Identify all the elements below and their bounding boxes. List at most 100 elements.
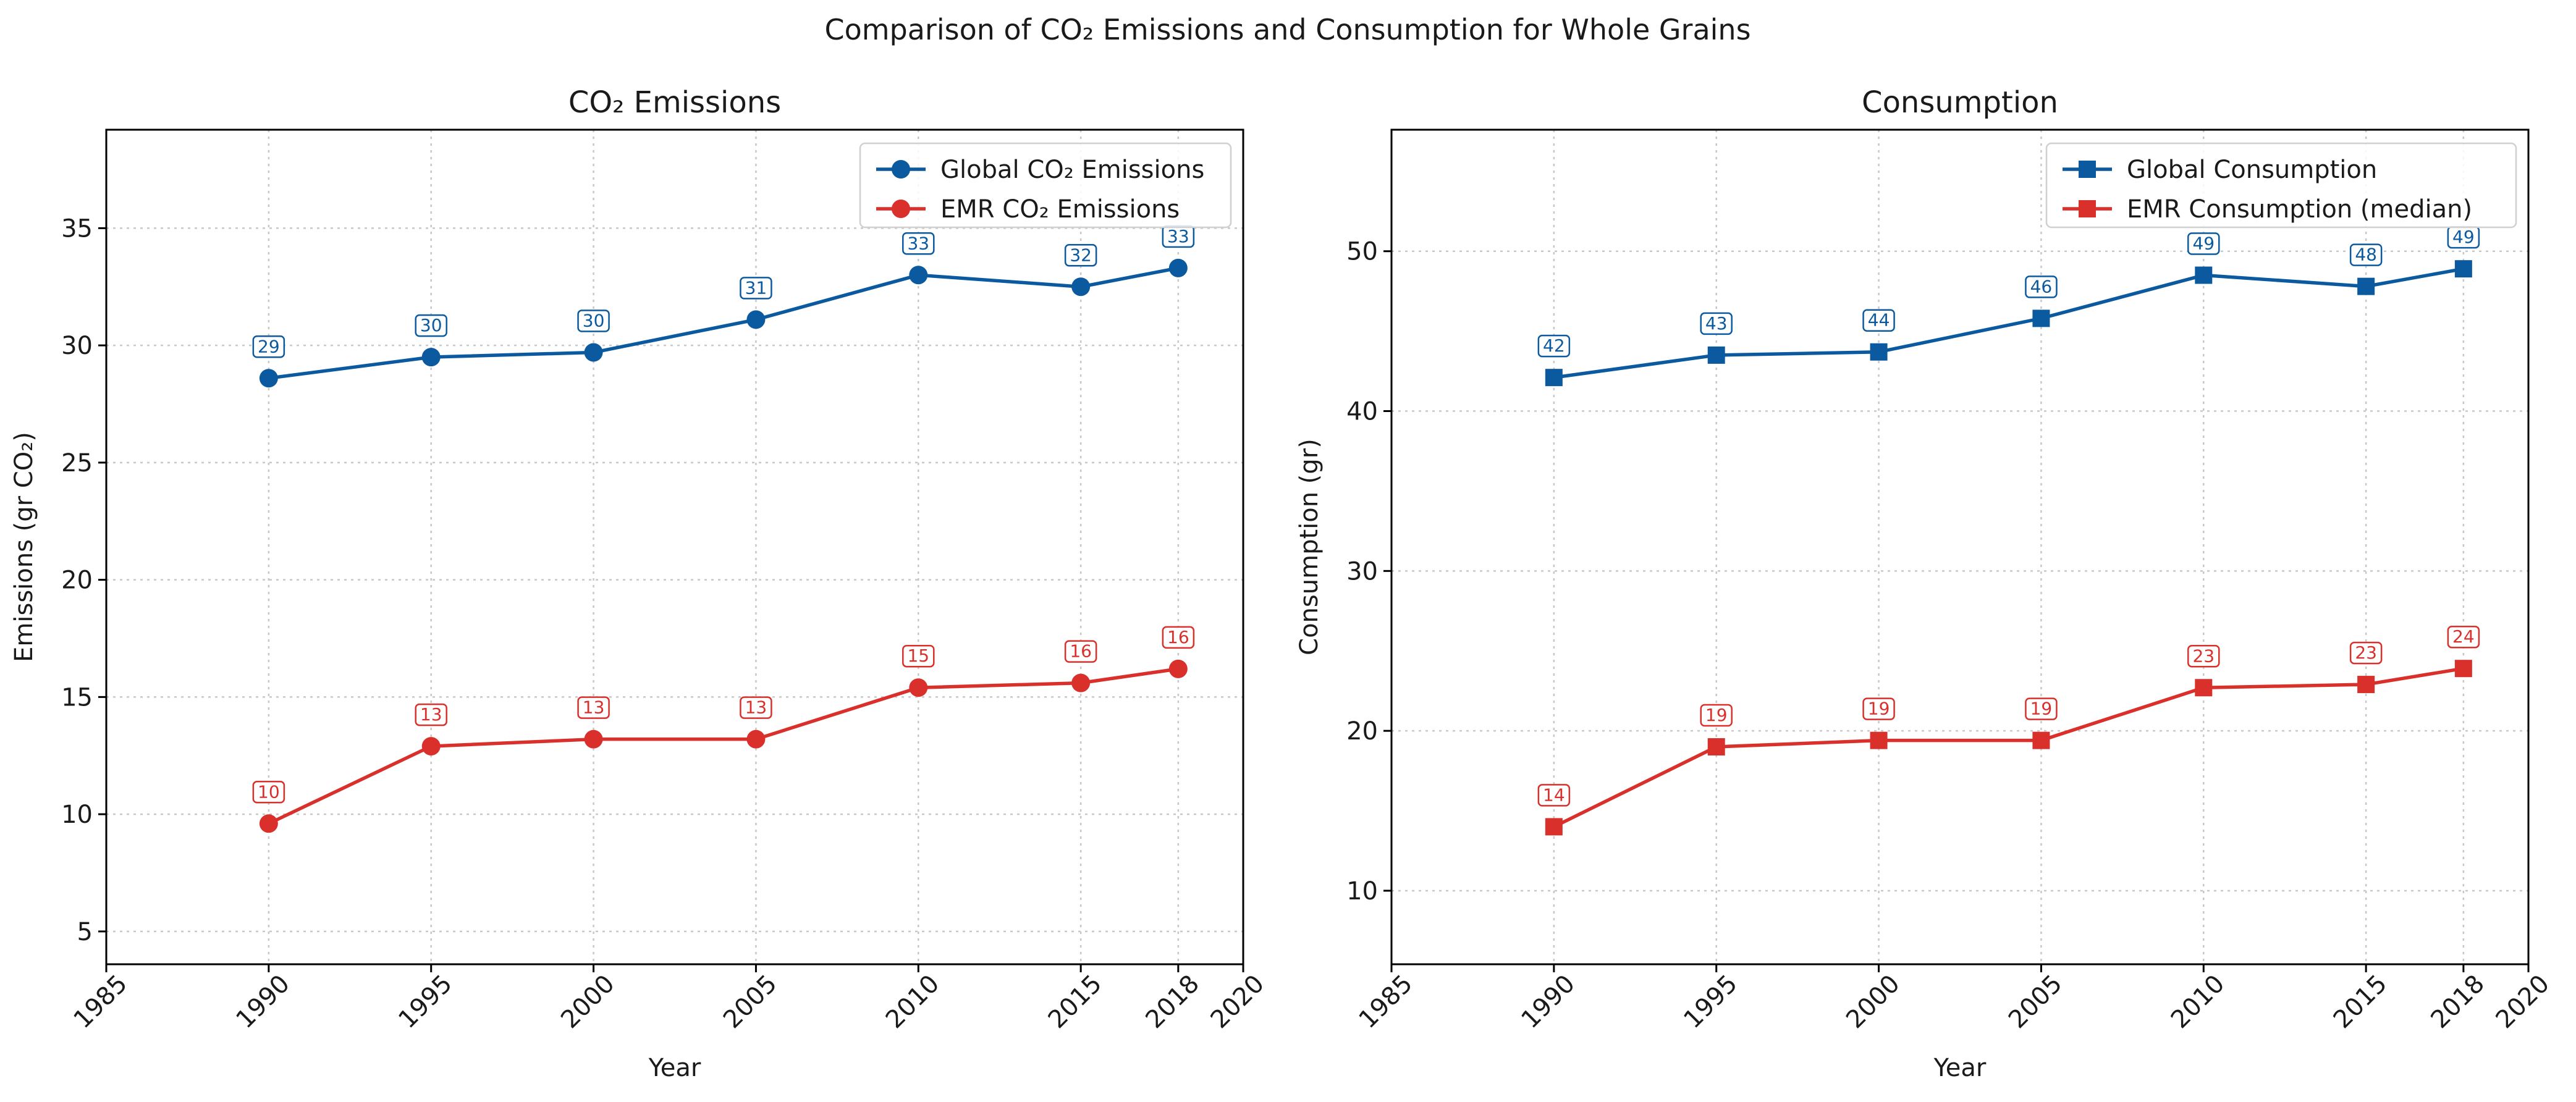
- data-label: 46: [2030, 276, 2053, 297]
- x-tick-label: 1995: [1678, 970, 1743, 1035]
- x-tick-label: 1985: [1354, 970, 1419, 1035]
- data-point: [1071, 673, 1091, 692]
- y-tick-label: 25: [61, 449, 93, 477]
- data-point: [746, 730, 766, 749]
- legend-label: EMR CO₂ Emissions: [940, 195, 1180, 224]
- legend-marker: [2079, 161, 2096, 178]
- data-label: 29: [258, 336, 280, 356]
- x-tick-label: 2000: [555, 970, 620, 1035]
- data-label-box: [1700, 704, 1733, 727]
- data-label: 14: [1543, 784, 1565, 805]
- data-label-box: [1537, 334, 1571, 358]
- data-point: [2032, 731, 2050, 749]
- data-point: [2454, 660, 2472, 678]
- data-point: [259, 814, 278, 833]
- data-label: 13: [745, 697, 767, 718]
- data-label-box: [2025, 276, 2058, 298]
- data-point: [421, 737, 441, 756]
- data-label-box: [2447, 625, 2480, 649]
- data-point: [1545, 369, 1563, 387]
- data-point: [746, 310, 766, 329]
- data-label: 19: [1868, 699, 1890, 719]
- chart-panel-emissions: 1985 1990 1995 2000 2005 2010 2015 2018 20205101…: [10, 85, 1270, 1082]
- data-label-box: [2349, 243, 2383, 266]
- figure-title: Comparison of CO₂ Emissions and Consumpt…: [824, 13, 1750, 46]
- data-label: 42: [1543, 335, 1565, 356]
- legend-marker: [892, 160, 910, 179]
- x-tick-label: 1990: [1516, 970, 1581, 1035]
- x-tick-label: 2005: [2003, 970, 2068, 1035]
- data-point: [421, 348, 441, 367]
- data-label-box: [1862, 309, 1895, 332]
- data-point: [909, 678, 928, 697]
- series-line: [1553, 267, 2464, 379]
- series-emr: 10 13 13 13 15 16 16: [252, 626, 1195, 833]
- legend-label: EMR Consumption (median): [2127, 195, 2472, 224]
- x-axis-label: Year: [1933, 1054, 1987, 1082]
- y-tick-label: 40: [1346, 398, 1378, 426]
- data-label-box: [1162, 626, 1195, 649]
- chart-panel-consumption: 1985 1990 1995 2000 2005 2010 2015 2018 2020 10 20…: [1295, 85, 2555, 1082]
- data-label-box: [1537, 784, 1571, 807]
- legend-label: Global CO₂ Emissions: [940, 156, 1204, 184]
- data-label: 13: [420, 704, 442, 725]
- x-tick-label: 2010: [2166, 970, 2231, 1035]
- data-point: [1707, 346, 1725, 364]
- series-global: 29 30 30 31 33 32 33: [252, 225, 1195, 388]
- y-tick-label: 30: [61, 332, 93, 360]
- data-label-box: [1700, 312, 1733, 335]
- chart-title: Consumption: [1862, 85, 2058, 120]
- data-label: 31: [745, 277, 767, 298]
- data-label-box: [2025, 697, 2058, 720]
- x-tick-label: 1990: [230, 970, 295, 1035]
- data-label: 23: [2355, 642, 2377, 663]
- x-tick-label: 2005: [718, 970, 783, 1035]
- chart-title: CO₂ Emissions: [568, 85, 781, 120]
- series-emr: 14 19 19 19 23 23 24: [1537, 625, 2480, 836]
- data-point: [2195, 679, 2213, 697]
- x-tick-label: 2020: [2491, 970, 2556, 1035]
- legend: Global CO₂ Emissions EMR CO₂ Emissions: [859, 142, 1232, 229]
- data-label: 16: [1070, 641, 1092, 662]
- data-label-box: [2187, 645, 2220, 668]
- data-label-box: [1064, 640, 1097, 663]
- x-axis-label: Year: [648, 1054, 701, 1082]
- y-axis-label: Emissions (gr CO₂): [10, 432, 38, 662]
- data-label-box: [577, 309, 610, 332]
- data-label-box: [2349, 641, 2383, 665]
- x-tick-label: 2020: [1206, 970, 1270, 1035]
- data-label-box: [2187, 232, 2220, 255]
- data-point: [2454, 260, 2472, 278]
- series-line: [1553, 667, 2464, 828]
- data-point: [909, 266, 928, 285]
- data-label: 19: [1705, 705, 1728, 725]
- axes-frame: [1390, 128, 2530, 965]
- data-point: [2032, 309, 2050, 327]
- data-label-box: [577, 696, 610, 719]
- x-tick-label: 1995: [393, 970, 458, 1035]
- data-point: [259, 369, 278, 388]
- y-tick-label: 35: [61, 214, 93, 243]
- data-label: 33: [907, 233, 929, 253]
- legend-box: [2045, 142, 2517, 229]
- data-label: 16: [1167, 627, 1189, 647]
- x-tick-label: 2015: [2328, 970, 2393, 1035]
- x-tick-label: 2000: [1841, 970, 1906, 1035]
- data-label-box: [1862, 697, 1895, 720]
- data-label: 15: [907, 646, 929, 666]
- series-line: [268, 667, 1179, 825]
- data-point: [1071, 277, 1091, 297]
- y-tick-label: 10: [61, 801, 93, 829]
- legend-marker: [892, 200, 910, 218]
- data-point: [2357, 277, 2375, 295]
- y-tick-label: 30: [1346, 557, 1378, 586]
- axes-frame: [105, 128, 1244, 965]
- x-tick-label: 2018: [2425, 970, 2490, 1035]
- data-point: [1707, 738, 1725, 756]
- data-point: [1545, 818, 1563, 836]
- data-point: [2357, 676, 2375, 694]
- data-label: 32: [1070, 245, 1092, 265]
- y-tick-label: 20: [61, 566, 93, 595]
